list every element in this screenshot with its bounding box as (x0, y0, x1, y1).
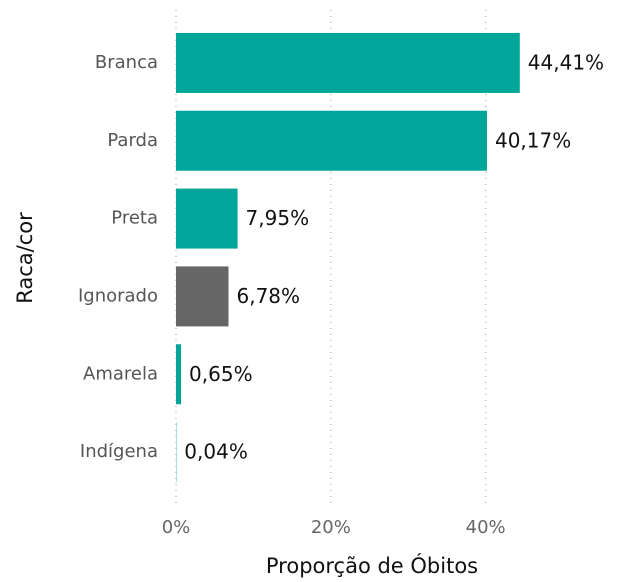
value-label: 0,04% (184, 440, 248, 464)
value-label: 44,41% (528, 50, 604, 74)
x-tick-label: 20% (311, 517, 351, 538)
y-tick-label: Preta (111, 208, 158, 229)
bar (176, 266, 229, 327)
y-axis-title: Raca/cor (13, 212, 37, 304)
x-axis-title: Proporção de Óbitos (266, 553, 478, 578)
bar (176, 344, 182, 405)
y-tick-label: Ignorado (78, 285, 158, 306)
bar (176, 188, 238, 249)
y-tick-label: Amarela (83, 363, 158, 384)
value-label: 6,78% (236, 284, 300, 308)
value-label: 40,17% (495, 128, 571, 152)
x-tick-label: 0% (162, 517, 191, 538)
bar (176, 32, 520, 93)
bar (176, 110, 487, 171)
y-tick-label: Parda (107, 130, 158, 151)
x-tick-label: 40% (466, 517, 506, 538)
value-label: 0,65% (189, 362, 253, 386)
value-label: 7,95% (246, 206, 310, 230)
y-tick-label: Branca (95, 52, 158, 73)
y-tick-label: Indígena (80, 441, 158, 462)
